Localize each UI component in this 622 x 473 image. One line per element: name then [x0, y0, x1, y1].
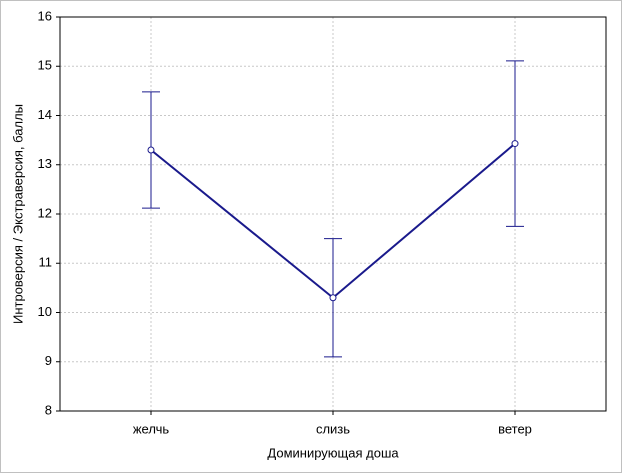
point	[511, 140, 519, 148]
y-tick-label: 12	[38, 205, 52, 220]
point	[147, 146, 155, 154]
plot-border	[59, 16, 607, 412]
x-axis-label: Доминирующая доша	[267, 445, 399, 460]
x-tick-label: ветер	[498, 421, 532, 436]
x-tick-label: желчь	[133, 421, 170, 436]
y-tick-label: 16	[38, 8, 52, 23]
y-tick-label: 9	[45, 353, 52, 368]
y-tick-label: 8	[45, 402, 52, 417]
y-tick-label: 10	[38, 304, 52, 319]
x-tick-label: слизь	[316, 421, 350, 436]
y-tick-label: 14	[38, 107, 52, 122]
y-tick-label: 13	[38, 156, 52, 171]
point	[329, 294, 337, 302]
y-axis-label: Интроверсия / Экстраверсия, баллы	[10, 104, 25, 324]
y-tick-label: 11	[39, 255, 53, 270]
y-tick-label: 15	[38, 58, 52, 73]
